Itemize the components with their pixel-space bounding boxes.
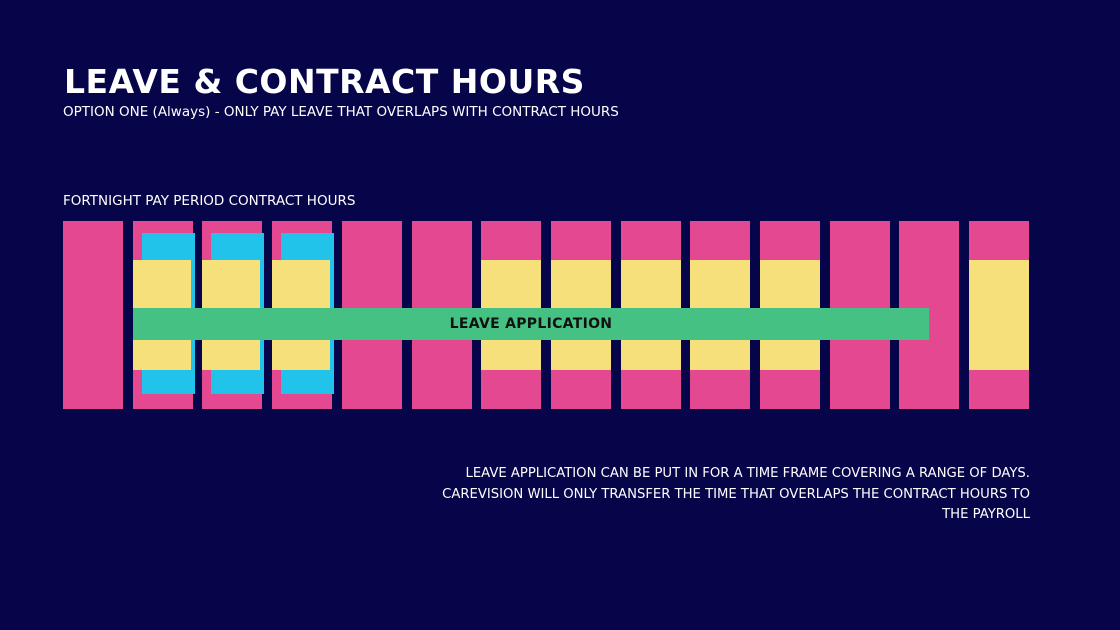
period-label: FORTNIGHT PAY PERIOD CONTRACT HOURS [63, 193, 356, 209]
slide-title: LEAVE & CONTRACT HOURS [64, 62, 585, 101]
slide-subtitle: OPTION ONE (Always) - ONLY PAY LEAVE THA… [63, 104, 619, 120]
leave-application-bar: LEAVE APPLICATION [133, 308, 929, 340]
explanation-note: LEAVE APPLICATION CAN BE PUT IN FOR A TI… [442, 466, 1030, 522]
leave-application-label: LEAVE APPLICATION [449, 316, 613, 332]
day-column-1 [63, 221, 123, 409]
day-column-14 [969, 221, 1030, 409]
contract-hours-block-14 [969, 260, 1030, 370]
